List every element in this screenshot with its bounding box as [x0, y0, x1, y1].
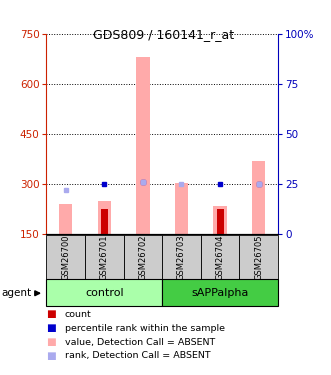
Bar: [98, 201, 111, 234]
Bar: [175, 183, 188, 234]
Text: sAPPalpha: sAPPalpha: [191, 288, 249, 297]
Text: ■: ■: [46, 323, 56, 333]
Text: GSM26704: GSM26704: [215, 234, 225, 280]
Bar: [59, 204, 72, 234]
Text: rank, Detection Call = ABSENT: rank, Detection Call = ABSENT: [65, 351, 210, 360]
Bar: [101, 209, 108, 234]
Bar: [216, 209, 224, 234]
Bar: [162, 279, 278, 306]
Bar: [46, 235, 85, 279]
Bar: [162, 235, 201, 279]
Text: GDS809 / 160141_r_at: GDS809 / 160141_r_at: [93, 28, 234, 42]
Text: GSM26703: GSM26703: [177, 234, 186, 280]
Bar: [201, 235, 239, 279]
Bar: [123, 235, 162, 279]
Bar: [239, 235, 278, 279]
Text: value, Detection Call = ABSENT: value, Detection Call = ABSENT: [65, 338, 215, 346]
Text: GSM26701: GSM26701: [100, 234, 109, 280]
Bar: [85, 235, 123, 279]
Text: GSM26702: GSM26702: [138, 234, 147, 280]
Text: percentile rank within the sample: percentile rank within the sample: [65, 324, 224, 333]
Bar: [46, 279, 162, 306]
Text: GSM26705: GSM26705: [254, 234, 263, 280]
Text: count: count: [65, 310, 91, 319]
Bar: [213, 206, 227, 234]
Text: control: control: [85, 288, 123, 297]
Text: agent: agent: [2, 288, 32, 298]
Text: ■: ■: [46, 337, 56, 347]
Bar: [136, 57, 150, 234]
Text: ■: ■: [46, 309, 56, 319]
Text: ■: ■: [46, 351, 56, 361]
Bar: [252, 161, 265, 234]
Text: GSM26700: GSM26700: [61, 234, 70, 280]
